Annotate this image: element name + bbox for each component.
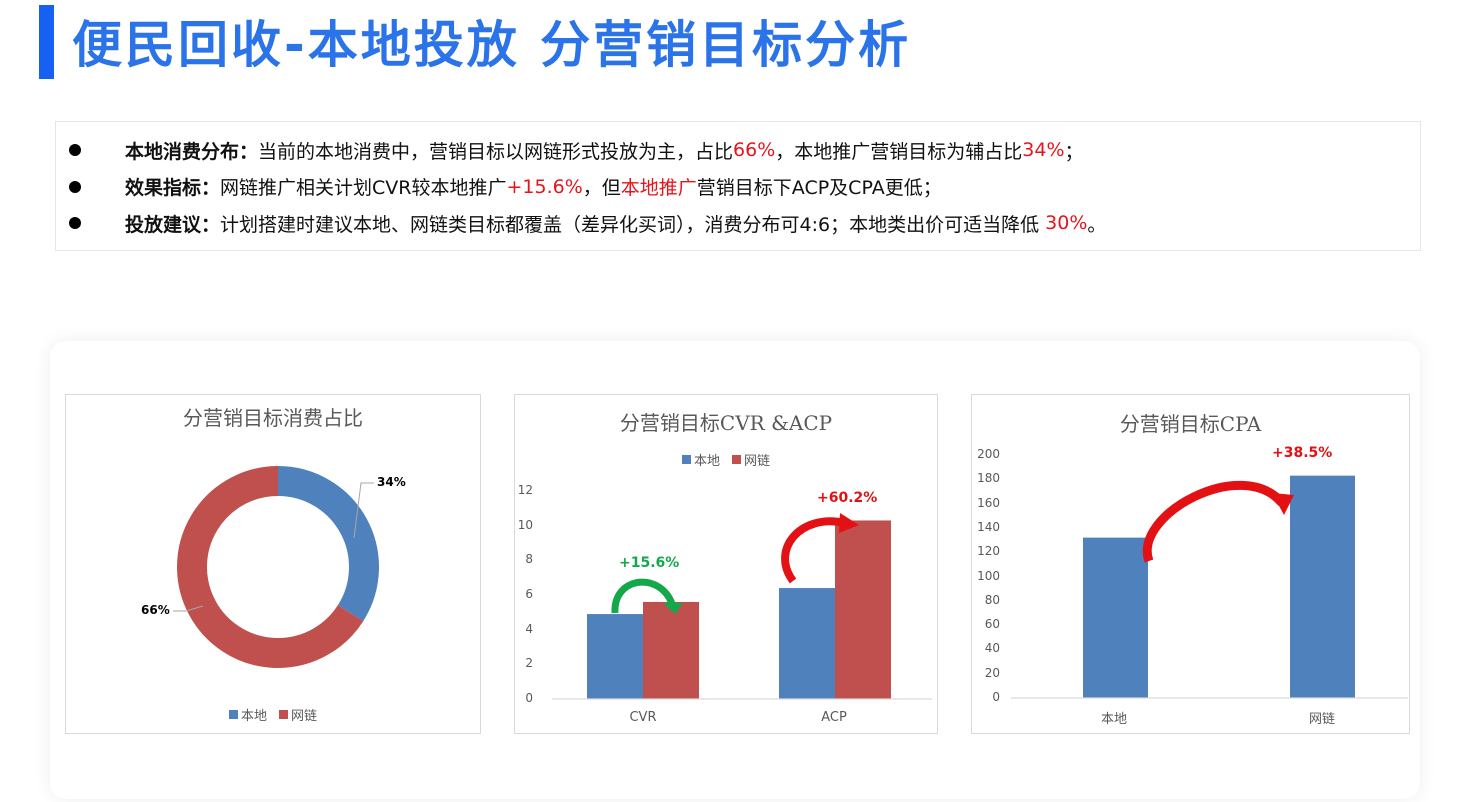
legend-swatch-chain: [279, 710, 288, 719]
legend-label: 网链: [291, 709, 318, 724]
annotation-acp-delta: +60.2%: [817, 490, 878, 506]
y-tick-label: 10: [517, 517, 533, 532]
bullet-icon: [69, 144, 81, 157]
y-tick-label: 20: [984, 665, 1000, 680]
bar-svg: [1011, 475, 1408, 699]
legend-item-local: 本地: [681, 450, 720, 469]
summary-label: 投放建议：: [125, 213, 221, 236]
summary-item-distribution: 本地消费分布： 当前的本地消费中，营销目标以网链形式投放为主，占比 66% ，本…: [56, 132, 1420, 169]
donut-svg: [173, 466, 379, 668]
summary-text: ，本地推广营销目标为辅占比: [775, 140, 1023, 163]
bar-svg: [552, 513, 932, 700]
legend-label: 本地: [240, 709, 267, 724]
bar: [779, 588, 835, 699]
summary-label: 本地消费分布：: [125, 140, 259, 163]
annotation-cpa-delta: +38.5%: [1272, 445, 1333, 461]
cvr-acp-chart: 分营销目标CVR &ACP 本地 网链 0 2 4 6 8 10 12 +15.6% +60…: [514, 394, 938, 734]
y-tick-label: 8: [525, 552, 533, 567]
summary-item-metrics: 效果指标： 网链推广相关计划CVR较本地推广 +15.6% ，但 本地推广 营销…: [56, 169, 1420, 206]
bullet-icon: [69, 217, 81, 230]
y-tick-label: 40: [984, 641, 1000, 656]
bar: [1083, 537, 1148, 698]
legend-item-chain: 网链: [279, 705, 317, 724]
y-tick-label: 80: [984, 592, 1000, 607]
summary-box: 本地消费分布： 当前的本地消费中，营销目标以网链形式投放为主，占比 66% ，本…: [55, 121, 1421, 251]
y-tick-label: 12: [517, 483, 533, 497]
x-label-cvr: CVR: [629, 710, 657, 725]
page-title: 便民回收-本地投放 分营销目标分析: [72, 16, 912, 74]
summary-highlight: 本地推广: [620, 177, 697, 200]
y-tick-label: 0: [525, 691, 533, 705]
donut-slice: [177, 466, 364, 668]
donut-chart: 分营销目标消费占比 34% 66% 本地 网链: [65, 394, 481, 734]
summary-text: ；: [1064, 140, 1084, 163]
summary-highlight: +15.6%: [506, 175, 583, 198]
chart-title: 分营销目标CVR &ACP: [619, 411, 833, 435]
chart-title: 分营销目标CPA: [1119, 412, 1262, 436]
y-tick-label: 6: [525, 587, 533, 601]
summary-text: 计划搭建时建议本地、网链类目标都覆盖（差异化买词），消费分布可4:6；本地类出价…: [220, 213, 1046, 236]
bar: [587, 614, 643, 699]
legend-item-local: 本地: [228, 705, 267, 724]
donut-slice: [277, 466, 379, 622]
annotation-cvr-delta: +15.6%: [619, 555, 680, 571]
label-local-pct: 34%: [377, 475, 406, 489]
chart-legend: 本地 网链: [66, 705, 480, 724]
summary-highlight: 34%: [1022, 139, 1065, 162]
bar: [643, 601, 699, 699]
y-tick-label: 60: [984, 617, 1000, 632]
y-tick-label: 200: [977, 447, 1000, 461]
summary-text: 营销目标下ACP及CPA更低；: [696, 177, 942, 200]
summary-highlight: 66%: [733, 139, 776, 162]
legend-swatch-local: [228, 710, 238, 719]
y-tick-label: 4: [525, 621, 533, 636]
bar: [1290, 475, 1355, 698]
y-tick-label: 120: [977, 544, 1000, 559]
label-chain-pct: 66%: [141, 603, 170, 617]
legend-swatch-local: [681, 455, 691, 464]
y-tick-label: 180: [977, 471, 1000, 486]
y-tick-label: 2: [525, 656, 533, 671]
y-tick-label: 100: [977, 568, 1000, 583]
legend-item-chain: 网链: [732, 450, 770, 469]
title-accent-bar: [39, 5, 54, 79]
x-label-local: 本地: [1100, 712, 1127, 727]
chart-title: 分营销目标消费占比: [183, 406, 363, 430]
legend-label: 本地: [693, 454, 720, 469]
summary-text: 当前的本地消费中，营销目标以网链形式投放为主，占比: [258, 140, 734, 163]
legend-label: 网链: [744, 454, 771, 469]
summary-text: ，但: [582, 177, 621, 200]
y-tick-label: 140: [977, 519, 1000, 534]
summary-item-suggestion: 投放建议： 计划搭建时建议本地、网链类目标都覆盖（差异化买词），消费分布可4:6…: [56, 205, 1420, 242]
summary-text: 网链推广相关计划CVR较本地推广: [220, 177, 507, 200]
cpa-chart: 分营销目标CPA 0 20 40 60 80 100 120 140 160 180 200 +38…: [971, 394, 1410, 734]
summary-highlight: 30%: [1045, 212, 1088, 235]
x-label-chain: 网链: [1308, 712, 1335, 727]
chart-legend: 本地 网链: [515, 450, 937, 469]
legend-swatch-chain: [732, 455, 741, 464]
y-tick-label: 0: [992, 690, 1000, 704]
bullet-icon: [69, 180, 81, 193]
y-tick-label: 160: [977, 495, 1000, 510]
bar: [835, 520, 891, 699]
x-label-acp: ACP: [821, 710, 847, 725]
summary-label: 效果指标：: [125, 177, 221, 200]
summary-text: 。: [1087, 213, 1107, 236]
